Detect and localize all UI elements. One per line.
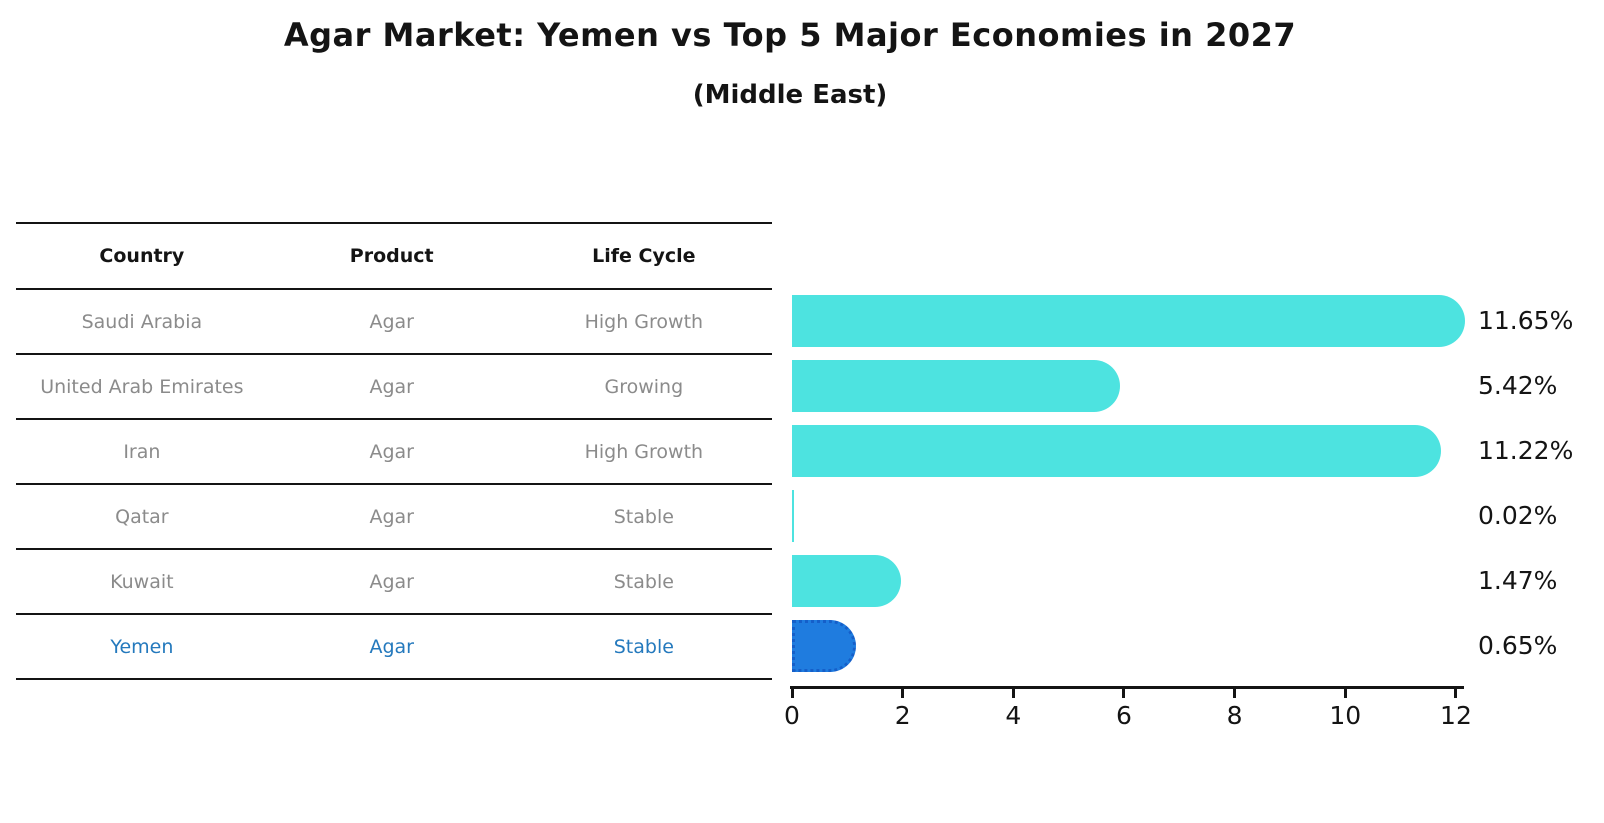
lifecycle-cell: Stable — [613, 505, 674, 528]
table-body: Saudi Arabia Agar High Growth United Arab E… — [16, 290, 772, 680]
lifecycle-cell: Stable — [613, 635, 674, 658]
table-row-united-arab-emirates: United Arab Emirates Agar Growing — [16, 355, 772, 420]
country-cell: Kuwait — [110, 570, 174, 593]
country-cell: Iran — [123, 440, 161, 463]
x-tick-6 — [1122, 689, 1126, 698]
table-header-row: Country Product Life Cycle — [16, 224, 772, 290]
x-axis-line — [790, 686, 1464, 689]
x-tick-label-12: 12 — [1440, 701, 1472, 730]
x-tick-label-10: 10 — [1329, 701, 1362, 730]
country-cell: Saudi Arabia — [81, 310, 203, 333]
bar-united-arab-emirates — [792, 359, 1120, 412]
product-cell: Agar — [369, 505, 414, 528]
lifecycle-cell: Growing — [604, 375, 684, 398]
value-label-united-arab-emirates: 5.42% — [1478, 371, 1558, 400]
country-cell: Yemen — [110, 635, 174, 658]
x-tick-0 — [790, 689, 794, 698]
product-cell: Agar — [369, 635, 414, 658]
bar-qatar — [792, 489, 794, 542]
x-tick-label-8: 8 — [1226, 701, 1243, 730]
x-tick-4 — [1011, 689, 1015, 698]
x-tick-8 — [1233, 689, 1237, 698]
bar-iran — [792, 424, 1441, 477]
value-label-kuwait: 1.47% — [1478, 566, 1558, 595]
chart-subtitle: (Middle East) — [692, 80, 888, 110]
table-row-iran: Iran Agar High Growth — [16, 420, 772, 485]
bar-kuwait — [792, 554, 901, 607]
x-tick-label-6: 6 — [1116, 701, 1132, 730]
product-cell: Agar — [369, 310, 414, 333]
value-label-saudi-arabia: 11.65% — [1478, 306, 1574, 335]
table-row-yemen: Yemen Agar Stable — [16, 615, 772, 680]
lifecycle-cell: Stable — [613, 570, 674, 593]
product-cell: Agar — [369, 440, 414, 463]
table-header-lifecycle: Life Cycle — [592, 245, 696, 267]
bar-saudi-arabia — [792, 294, 1465, 347]
table-header-country: Country — [99, 245, 185, 267]
table-row-kuwait: Kuwait Agar Stable — [16, 550, 772, 615]
product-cell: Agar — [369, 570, 414, 593]
product-cell: Agar — [369, 375, 414, 398]
x-tick-2 — [901, 689, 905, 698]
country-cell: United Arab Emirates — [40, 375, 244, 398]
country-table: Country Product Life Cycle Saudi Arabia A… — [16, 222, 772, 680]
table-row-saudi-arabia: Saudi Arabia Agar High Growth — [16, 290, 772, 355]
value-label-qatar: 0.02% — [1478, 501, 1558, 530]
lifecycle-cell: High Growth — [584, 310, 704, 333]
bar-yemen — [792, 619, 856, 672]
table-row-qatar: Qatar Agar Stable — [16, 485, 772, 550]
value-label-iran: 11.22% — [1478, 436, 1574, 465]
x-tick-label-2: 2 — [894, 701, 911, 730]
x-tick-12 — [1454, 689, 1458, 698]
x-tick-label-4: 4 — [1005, 701, 1022, 730]
x-tick-10 — [1343, 689, 1347, 698]
table-header-product: Product — [349, 245, 434, 267]
lifecycle-cell: High Growth — [584, 440, 704, 463]
value-label-yemen: 0.65% — [1478, 631, 1558, 660]
x-tick-label-0: 0 — [784, 701, 800, 730]
country-cell: Qatar — [115, 505, 169, 528]
chart-title: Agar Market: Yemen vs Top 5 Major Econom… — [283, 16, 1297, 54]
